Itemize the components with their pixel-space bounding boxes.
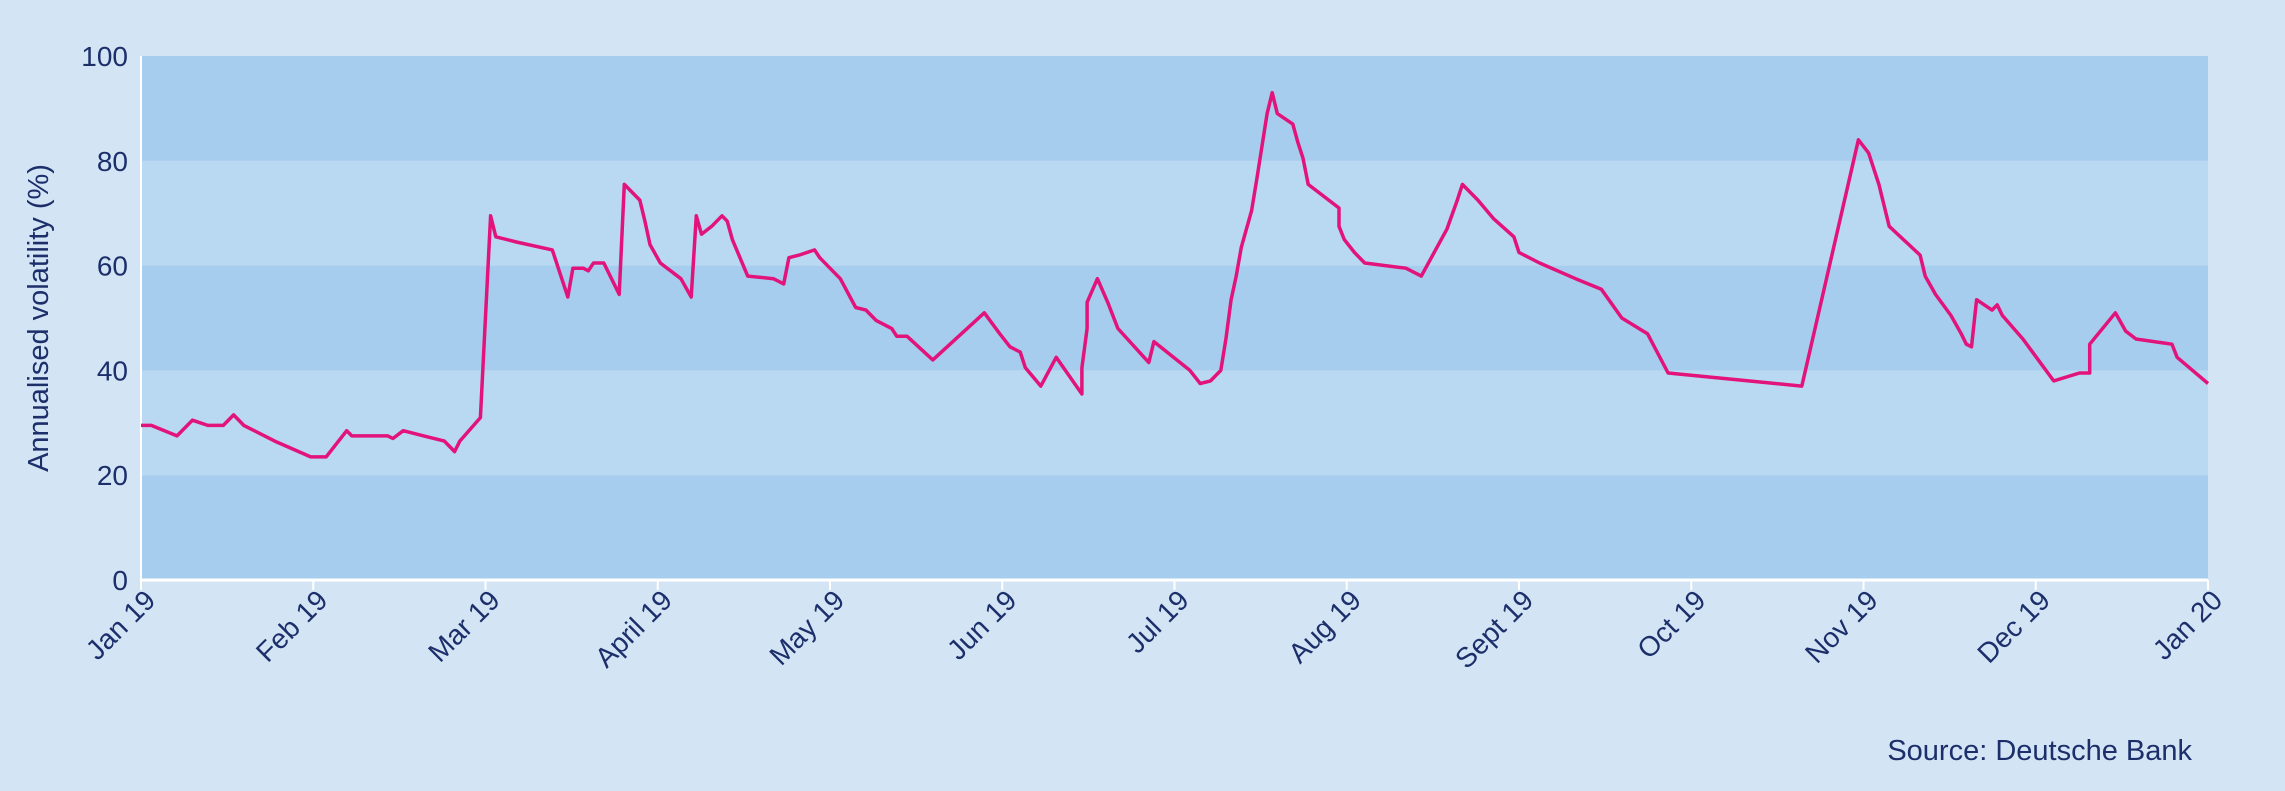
plot-band-0-20 [141,475,2208,580]
plot-band-20-40 [141,370,2208,476]
y-tick-label-0: 0 [112,565,128,596]
y-tick-label-40: 40 [97,355,128,386]
plot-band-60-80 [141,160,2208,266]
plot-bands [141,56,2208,580]
plot-band-80-100 [141,56,2208,161]
y-tick-label-80: 80 [97,146,128,177]
source-note: Source: Deutsche Bank [1887,735,2192,767]
plot-band-40-60 [141,265,2208,371]
y-axis-ticks: 0 20 40 60 80 100 [81,41,128,596]
y-tick-label-100: 100 [81,41,128,72]
y-tick-label-20: 20 [97,460,128,491]
y-axis-label: Annualised volatility (%) [23,164,55,472]
volatility-series-line [141,90,2210,459]
y-tick-label-60: 60 [97,251,128,282]
